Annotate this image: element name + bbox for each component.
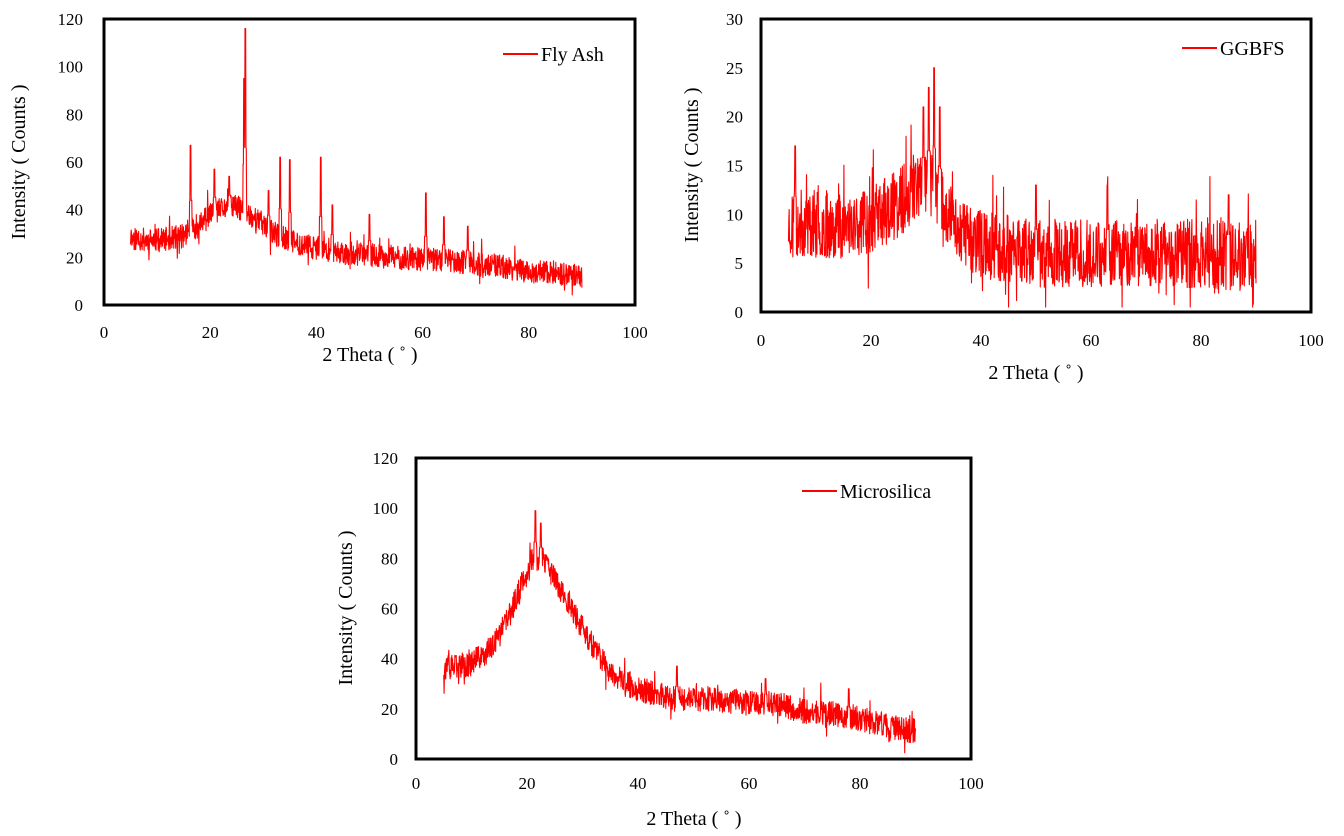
x-tick-label: 80 [1193,331,1210,350]
x-axis-label: 2 Theta ( ˚ ) [646,808,741,830]
y-tick-label: 0 [735,303,744,322]
x-tick-label: 40 [630,774,647,793]
x-tick-label: 60 [414,323,431,342]
y-tick-label: 20 [726,108,743,127]
x-tick-label: 0 [100,323,109,342]
y-tick-label: 20 [381,700,398,719]
y-tick-label: 20 [66,248,83,267]
plot-area-border [414,456,973,761]
legend: Microsilica [802,481,931,503]
legend-label: Fly Ash [541,44,604,66]
y-tick-label: 0 [75,296,84,315]
x-axis-label: 2 Theta ( ˚ ) [988,362,1083,384]
series-line [443,510,917,754]
y-tick-label: 60 [381,600,398,619]
y-axis-label: Intensity ( Counts ) [335,531,357,686]
x-tick-labels: 0 20 40 60 80 100 [757,331,1324,350]
x-tick-labels: 0 20 40 60 80 100 [100,323,648,342]
y-tick-label: 25 [726,59,743,78]
legend-label: GGBFS [1220,38,1284,60]
data-series [787,67,1257,308]
fly-ash-chart: 0 20 40 60 80 100 120 0 20 40 60 80 100 Fly Ash 2 T… [8,10,648,366]
x-tick-label: 100 [1298,331,1324,350]
y-tick-label: 15 [726,157,743,176]
x-tick-label: 20 [202,323,219,342]
legend: GGBFS [1182,38,1284,60]
series-line [130,27,583,296]
y-tick-label: 0 [390,750,399,769]
x-tick-label: 100 [622,323,648,342]
y-tick-label: 60 [66,153,83,172]
series-line [787,67,1257,308]
y-tick-labels: 0 5 10 15 20 25 30 [726,10,743,322]
y-axis-label: Intensity ( Counts ) [8,85,30,240]
plot-area-border [759,17,1313,314]
y-tick-label: 120 [58,10,84,29]
legend: Fly Ash [503,44,604,66]
y-tick-labels: 0 20 40 60 80 100 120 [58,10,84,315]
y-tick-label: 80 [381,549,398,568]
legend-label: Microsilica [840,481,931,503]
x-tick-label: 0 [757,331,766,350]
y-tick-label: 30 [726,10,743,29]
x-tick-label: 60 [741,774,758,793]
y-tick-label: 100 [58,58,84,77]
x-tick-label: 20 [519,774,536,793]
data-series [443,510,917,754]
x-tick-label: 100 [958,774,984,793]
ggbfs-chart: 0 5 10 15 20 25 30 0 20 40 60 80 100 GGBFS 2 Theta … [681,10,1324,384]
y-tick-label: 5 [735,254,744,273]
x-tick-label: 80 [852,774,869,793]
y-tick-label: 120 [373,449,399,468]
x-tick-label: 80 [520,323,537,342]
y-tick-label: 40 [66,201,83,220]
y-tick-label: 80 [66,105,83,124]
x-tick-label: 40 [973,331,990,350]
y-axis-label: Intensity ( Counts ) [681,88,703,243]
plot-area-border [102,17,637,307]
x-axis-label: 2 Theta ( ˚ ) [322,344,417,366]
y-tick-label: 100 [373,499,399,518]
x-tick-label: 20 [863,331,880,350]
data-series [130,27,583,296]
y-tick-labels: 0 20 40 60 80 100 120 [373,449,399,769]
x-tick-labels: 0 20 40 60 80 100 [412,774,984,793]
microsilica-chart: 0 20 40 60 80 100 120 0 20 40 60 80 100 Microsilica… [335,449,984,830]
x-tick-label: 0 [412,774,421,793]
x-tick-label: 40 [308,323,325,342]
x-tick-label: 60 [1083,331,1100,350]
y-tick-label: 40 [381,650,398,669]
y-tick-label: 10 [726,205,743,224]
